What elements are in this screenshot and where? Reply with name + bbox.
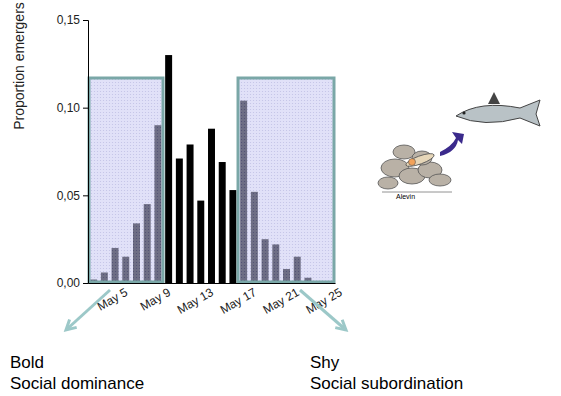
y-tick-mark (83, 283, 88, 284)
illustration (378, 92, 540, 192)
y-tick-mark (83, 20, 88, 21)
x-tick: May 17 (218, 283, 259, 317)
bar (197, 201, 204, 283)
fry-eye (462, 111, 465, 114)
arrow-head (66, 320, 77, 330)
y-tick-label: 0,15 (57, 13, 81, 27)
rock (429, 174, 451, 186)
fry-fin (488, 92, 500, 104)
annotation: Social subordination (310, 374, 463, 393)
annotation: Bold (10, 353, 44, 372)
y-tick: 0,15 (57, 13, 88, 27)
x-tick-label: May 13 (175, 285, 216, 317)
y-tick-label: 0,05 (57, 189, 81, 203)
rock (378, 177, 398, 189)
y-tick-label: 0,00 (57, 276, 81, 290)
bar (176, 159, 183, 283)
yolk-sac (409, 159, 416, 166)
arrow-line (66, 290, 110, 330)
x-tick: May 21 (261, 283, 302, 317)
y-tick: 0,10 (57, 101, 88, 115)
annotation: Shy (310, 353, 340, 372)
rock (393, 145, 415, 159)
chart: 0,00 0,05 0,10 0,15 May 5May 9May 13May 17Ma… (0, 0, 561, 396)
x-tick: May 9 (138, 283, 174, 313)
y-tick: 0,00 (57, 276, 88, 290)
bar (165, 55, 172, 283)
x-tick-label: May 9 (138, 285, 174, 314)
bar (229, 190, 236, 283)
x-tick-label: May 21 (261, 285, 302, 317)
highlight-box (89, 78, 163, 282)
x-tick-label: May 17 (218, 285, 259, 317)
emergence-arrow (440, 132, 464, 156)
y-tick-mark (83, 195, 88, 196)
bar (219, 162, 226, 283)
alevin (405, 151, 436, 169)
x-axis-line (89, 283, 336, 284)
y-axis-line (83, 21, 89, 284)
y-tick-mark (83, 108, 88, 109)
x-axis: May 5May 9May 13May 17May 21May 25 (89, 283, 345, 317)
highlight-box (238, 78, 334, 282)
arrow-head (335, 320, 346, 330)
annotation: Social dominance (10, 374, 144, 393)
y-tick: 0,05 (57, 189, 88, 203)
x-tick: May 13 (175, 283, 216, 317)
y-axis-title: Proportion emergers (11, 2, 27, 130)
annotation: Alevin (396, 193, 415, 200)
y-axis: 0,00 0,05 0,10 0,15 (57, 13, 89, 290)
bar (187, 144, 194, 283)
arrows (66, 290, 346, 330)
arrow-line (300, 290, 346, 330)
highlights (89, 78, 334, 282)
ground-line (382, 192, 452, 193)
y-tick-label: 0,10 (57, 101, 81, 115)
bar (208, 129, 215, 283)
